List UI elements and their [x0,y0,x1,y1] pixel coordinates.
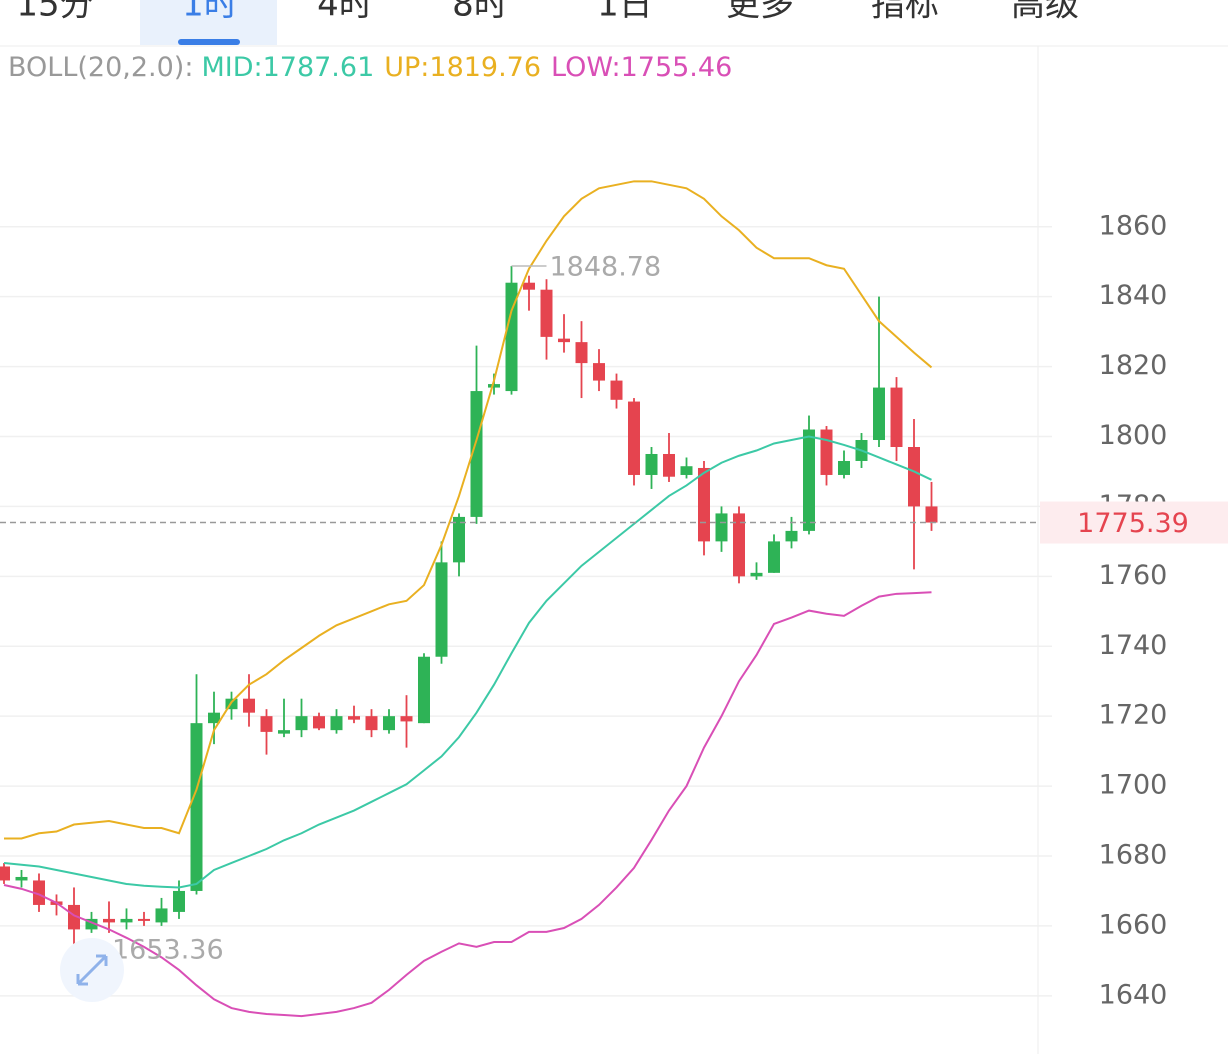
tab[interactable]: 8时 [452,0,508,25]
expand-icon[interactable] [60,938,124,1002]
candle-body [138,918,150,921]
legend-name: MID: [201,52,262,83]
candle-body [803,429,815,531]
y-tick-label: 1800 [1099,420,1168,451]
candle-body [85,918,98,930]
candle-body [820,429,833,475]
candle-body [523,282,535,290]
candle-body [715,513,728,542]
tab[interactable]: 指标 [871,0,939,25]
last-price-box [1040,501,1228,544]
candle-body [698,467,710,542]
candle-body [453,516,465,563]
tab[interactable]: 更多 [726,0,794,25]
y-tick-label: 1660 [1099,909,1168,940]
candle-body [295,716,308,731]
candle-body [908,447,920,507]
legend-value: 1819.76 [429,52,541,83]
y-tick-label: 1840 [1099,280,1168,311]
candle-body [243,698,255,713]
y-tick-label: 1760 [1099,560,1168,591]
tab[interactable]: 1时 [182,0,238,25]
tab-indicator [178,39,240,45]
candle-body [925,506,938,523]
candle-body [155,908,168,923]
boll-line [4,180,933,840]
tab[interactable]: 高级 [1011,0,1079,25]
tab[interactable]: 4时 [317,0,373,25]
y-tick-label: 1640 [1099,979,1168,1010]
candle-body [208,712,220,724]
candle-body [785,530,798,542]
annotation-label: 1848.78 [550,251,662,282]
candle-body [313,716,325,729]
candle-body [663,453,675,477]
candle-body [330,716,343,731]
last-price-label: 1775.39 [1077,508,1189,539]
candle-body [838,460,850,475]
candle-body [768,541,780,573]
candle-body [628,401,640,475]
legend-value: 1755.46 [621,52,733,83]
tab[interactable]: 1日 [597,0,653,25]
legend: BOLL(20,2.0): MID:1787.61 UP:1819.76 LOW:17… [8,52,732,83]
indicator-label: BOLL(20,2.0): [8,52,193,83]
candle-body [33,880,45,905]
candle-body [645,453,658,475]
candle-body [470,391,483,517]
candle-body [575,342,588,364]
candle-body [400,716,413,722]
candle-body [260,716,273,732]
candle-body [593,363,605,381]
legend-value: 1787.61 [263,52,375,83]
candle-body [278,730,290,734]
candle-body [348,716,360,720]
candle-body [540,289,553,337]
tab[interactable]: 15分 [16,0,93,25]
tab-selected-bg [140,0,277,45]
candle-body [558,338,570,343]
candle-body [435,562,448,657]
candle-body [750,572,763,577]
boll-line [3,435,932,889]
candle-body [488,384,500,388]
boll-line [3,591,932,1018]
candle-body [418,656,430,724]
candle-body [173,890,185,912]
y-tick-label: 1860 [1099,210,1168,241]
annotation-label: 1653.36 [112,935,224,966]
candle-body [68,904,80,930]
candle-body [680,466,693,475]
y-tick-label: 1680 [1099,839,1168,870]
y-tick-label: 1720 [1099,700,1168,731]
candle-body [890,387,903,447]
y-tick-label: 1700 [1099,770,1168,801]
legend-name: UP: [384,52,429,83]
candle-body [120,918,133,923]
candle-body [103,918,115,923]
legend-name: LOW: [551,52,621,83]
y-tick-label: 1740 [1099,630,1168,661]
candle-body [0,866,10,881]
candle-body [610,380,623,400]
y-tick-label: 1820 [1099,350,1168,381]
candle-body [505,282,518,392]
candle-body [873,387,885,441]
candle-body [15,876,28,881]
candle-body [190,723,203,891]
candle-body [383,716,395,731]
candle-body [365,716,378,731]
candle-body [733,513,745,577]
